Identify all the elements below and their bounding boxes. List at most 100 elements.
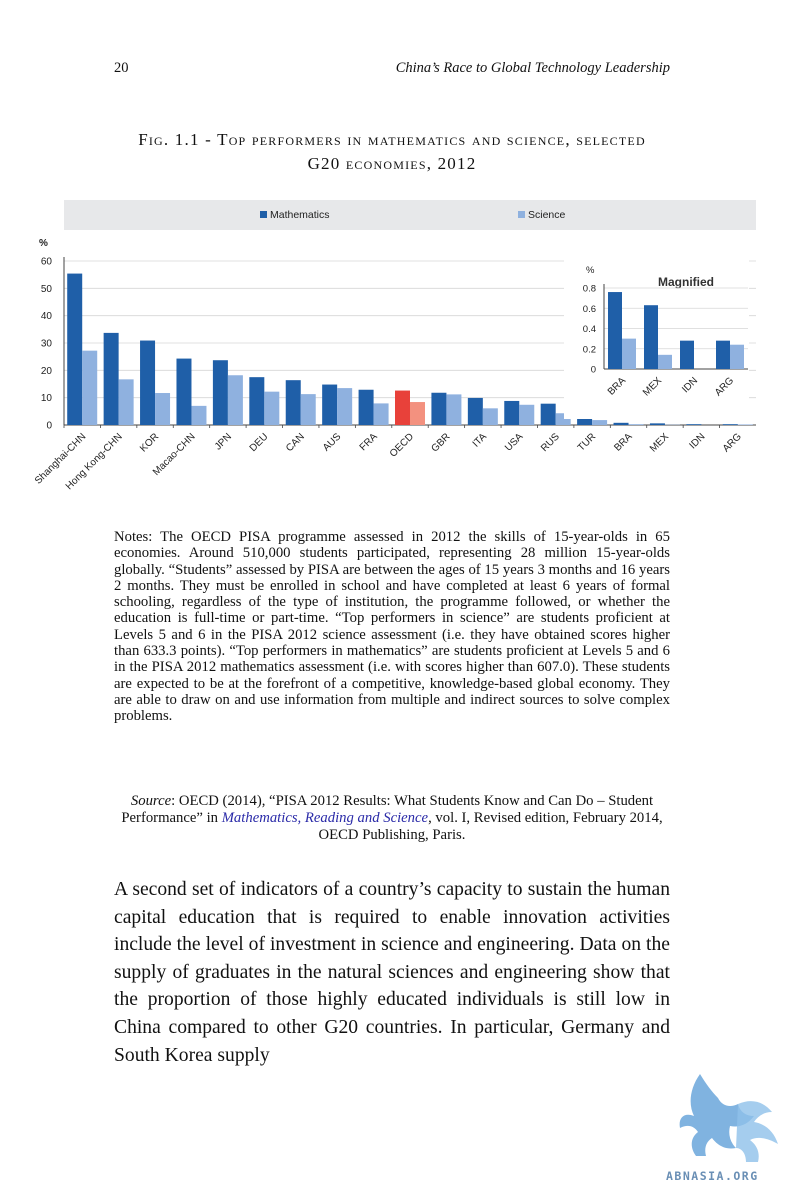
inset-y-axis-unit: %	[586, 265, 595, 276]
inset-bar-science-arg	[730, 344, 744, 369]
legend-swatch-science	[518, 211, 525, 218]
x-tick-label: TUR	[576, 431, 598, 453]
bar-mathematics-mex	[649, 423, 665, 425]
figure-notes: Notes: The OECD PISA programme assessed …	[114, 529, 670, 725]
griffin-logo-icon	[679, 1074, 778, 1162]
source-text-after: , vol. I, Revised edition, February 2014…	[318, 810, 663, 843]
magnified-inset: % Magnified 00.20.40.60.8 BRA MEX IDN ARG	[564, 255, 749, 419]
bar-science-ita	[482, 408, 498, 425]
legend-background	[64, 200, 756, 230]
bar-chart: Mathematics Science % 0 10 20 30 40 50 60 Shan…	[33, 200, 756, 492]
x-tick-label: IDN	[688, 431, 708, 451]
running-title: China’s Race to Global Technology Leader…	[395, 60, 670, 76]
x-tick-label: OECD	[388, 431, 416, 459]
x-tick-label: CAN	[284, 431, 307, 454]
bar-mathematics-gbr	[431, 392, 447, 425]
bar-science-kor	[155, 393, 171, 425]
bar-science-gbr	[446, 394, 462, 425]
bar-mathematics-aus	[322, 384, 338, 425]
x-tick-label: RUS	[539, 431, 562, 454]
bar-mathematics-usa	[504, 400, 520, 425]
inset-y-ticks: 0 0.2 0.4 0.6 0.8	[583, 284, 596, 376]
bar-science-fra	[373, 403, 389, 425]
figure-caption: Fig. 1.1 - Top performers in mathematics…	[90, 128, 694, 176]
bar-mathematics-macao-chn	[176, 358, 192, 425]
inset-y-tick-label: 0.4	[583, 324, 596, 335]
x-tick-label: AUS	[321, 431, 344, 454]
bar-mathematics-oecd	[395, 390, 410, 425]
inset-bar-mathematics-idn	[680, 340, 694, 369]
x-tick-label: FRA	[358, 431, 380, 453]
bar-mathematics-fra	[358, 389, 374, 425]
inset-bar-science-mex	[658, 354, 672, 369]
bar-mathematics-kor	[140, 340, 156, 425]
legend-label-science: Science	[528, 209, 566, 221]
inset-bar-mathematics-bra	[608, 292, 622, 369]
inset-bar-science-bra	[622, 338, 636, 369]
figure-source: Source: OECD (2014), “PISA 2012 Results:…	[114, 793, 670, 844]
bar-science-tur	[592, 420, 608, 425]
x-tick-label: ITA	[471, 431, 489, 449]
x-tick-label: GBR	[429, 431, 452, 454]
bar-science-usa	[519, 404, 535, 425]
bar-science-jpn	[227, 375, 243, 425]
y-tick-label: 50	[41, 284, 53, 295]
source-link[interactable]: Mathematics, Reading and Science	[221, 810, 429, 826]
bar-science-bra	[628, 424, 644, 425]
legend-label-mathematics: Mathematics	[270, 209, 330, 221]
bar-science-deu	[264, 391, 280, 425]
bar-mathematics-bra	[613, 422, 629, 425]
bar-mathematics-arg	[722, 424, 738, 425]
inset-bars	[608, 292, 744, 369]
y-tick-label: 10	[41, 393, 53, 404]
bar-mathematics-deu	[249, 377, 265, 425]
inset-y-tick-label: 0.8	[583, 284, 596, 295]
bar-science-arg	[737, 424, 753, 425]
bar-science-can	[300, 394, 316, 425]
inset-y-tick-label: 0	[591, 365, 596, 376]
y-tick-label: 0	[46, 421, 52, 432]
y-axis-unit: %	[39, 238, 48, 249]
main-bars	[67, 273, 753, 425]
watermark: ABNASIA.ORG	[660, 1068, 790, 1183]
bar-mathematics-rus	[540, 403, 556, 425]
bar-mathematics-shanghai-chn	[67, 273, 83, 425]
bar-science-rus	[555, 413, 571, 425]
x-tick-label: BRA	[612, 431, 635, 454]
source-label: Source	[130, 793, 172, 809]
body-paragraph: A second set of indicators of a country’…	[114, 879, 670, 1066]
bar-science-aus	[337, 388, 353, 425]
x-tick-label: JPN	[213, 431, 234, 452]
bar-mathematics-jpn	[212, 360, 228, 425]
figure-caption-line-2: G20 economies, 2012	[307, 154, 477, 173]
legend-swatch-mathematics	[260, 211, 267, 218]
y-tick-label: 20	[41, 366, 53, 377]
source-text-before: : OECD (2014), “PISA 2012 Results: What …	[121, 793, 654, 826]
x-tick-label: DEU	[248, 431, 271, 454]
bar-science-oecd	[410, 402, 425, 425]
y-tick-label: 40	[41, 311, 53, 322]
bar-science-shanghai-chn	[82, 350, 98, 425]
x-tick-label: KOR	[138, 431, 161, 454]
y-tick-label: 30	[41, 339, 53, 350]
x-tick-label: MEX	[648, 431, 671, 454]
bar-science-hong kong-chn	[118, 379, 134, 425]
bar-mathematics-ita	[467, 397, 483, 425]
figure-caption-line-1: Fig. 1.1 - Top performers in mathematics…	[138, 130, 646, 149]
bar-mathematics-idn	[686, 424, 702, 425]
x-tick-label: USA	[503, 431, 526, 454]
bar-science-macao-chn	[191, 405, 207, 425]
inset-bar-mathematics-arg	[716, 340, 730, 369]
bar-mathematics-hong kong-chn	[103, 332, 119, 425]
main-y-ticks: 0 10 20 30 40 50 60	[41, 257, 53, 432]
inset-y-tick-label: 0.6	[583, 304, 596, 315]
page-number: 20	[114, 60, 129, 76]
inset-title: Magnified	[658, 275, 714, 289]
bar-mathematics-can	[285, 380, 301, 425]
inset-y-tick-label: 0.2	[583, 344, 596, 355]
y-tick-label: 60	[41, 257, 53, 268]
x-tick-label: ARG	[721, 431, 744, 454]
inset-bar-mathematics-mex	[644, 305, 658, 369]
watermark-text: ABNASIA.ORG	[666, 1169, 759, 1183]
